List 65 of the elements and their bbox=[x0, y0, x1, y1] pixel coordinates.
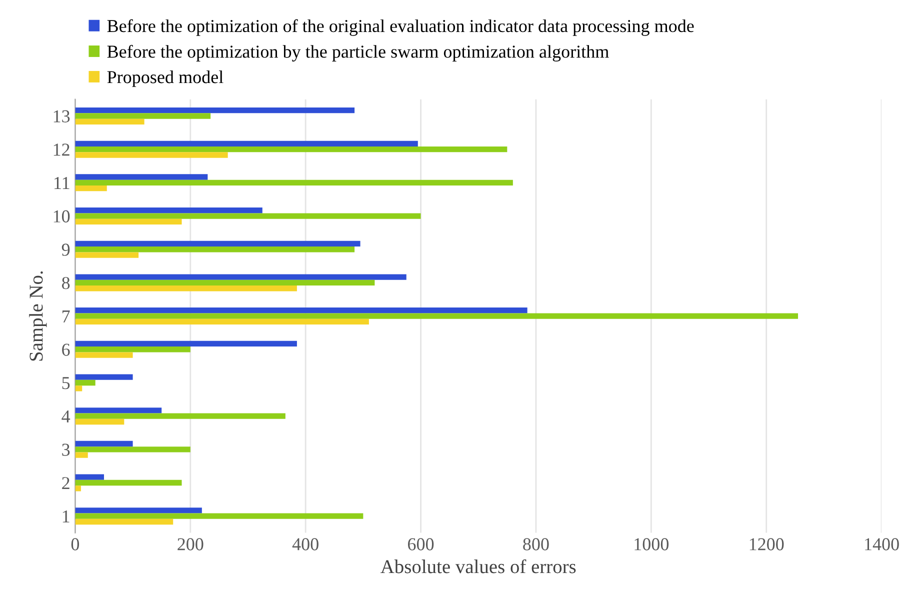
bar bbox=[75, 352, 133, 358]
bar bbox=[75, 252, 139, 258]
bar bbox=[75, 513, 364, 519]
y-axis-title: Sample No. bbox=[29, 271, 47, 361]
bar bbox=[75, 280, 375, 286]
x-tick-label: 400 bbox=[292, 538, 318, 550]
y-tick-label: 3 bbox=[62, 444, 70, 456]
bar bbox=[75, 446, 190, 452]
bar bbox=[75, 246, 355, 252]
bar bbox=[75, 218, 182, 225]
bar bbox=[75, 146, 508, 152]
y-tick-label: 12 bbox=[54, 144, 70, 156]
x-tick-label: 800 bbox=[523, 538, 549, 550]
bar bbox=[75, 380, 96, 386]
x-tick-label: 1200 bbox=[750, 538, 784, 550]
bar bbox=[75, 346, 190, 352]
x-tick-label: 1000 bbox=[634, 538, 669, 550]
bar bbox=[75, 286, 297, 292]
bar bbox=[75, 408, 162, 414]
y-tick-label: 11 bbox=[54, 177, 70, 189]
bar bbox=[75, 508, 202, 514]
bar bbox=[75, 240, 360, 247]
y-tick-label: 8 bbox=[62, 276, 70, 290]
y-tick-label: 6 bbox=[62, 344, 70, 356]
bar bbox=[75, 108, 355, 114]
bar bbox=[75, 113, 211, 119]
bar bbox=[75, 174, 208, 180]
y-tick-label: 7 bbox=[62, 310, 70, 322]
y-tick-label: 1 bbox=[62, 510, 70, 522]
y-tick-label: 5 bbox=[62, 377, 70, 390]
legend-label: Before the optimization of the original evaluation indicator data processing mode bbox=[107, 19, 694, 36]
bar bbox=[75, 413, 286, 419]
legend-label: Before the optimization by the particle swarm optimization algorithm bbox=[107, 44, 609, 62]
y-tick-label: 13 bbox=[54, 110, 70, 122]
bar bbox=[75, 152, 228, 158]
bar bbox=[75, 518, 174, 525]
bar bbox=[75, 140, 418, 147]
bar bbox=[75, 386, 82, 392]
bar bbox=[75, 474, 104, 480]
bar bbox=[75, 480, 182, 486]
x-axis-title: Absolute values of errors bbox=[380, 559, 576, 574]
bar bbox=[75, 374, 133, 380]
x-tick-label: 200 bbox=[178, 538, 204, 550]
bar bbox=[75, 208, 262, 214]
bar bbox=[75, 452, 88, 458]
x-tick-label: 600 bbox=[408, 538, 434, 550]
bar bbox=[75, 213, 421, 219]
bar bbox=[75, 274, 406, 280]
x-tick-label: 1400 bbox=[865, 538, 899, 550]
y-tick-label: 2 bbox=[62, 477, 70, 490]
bar bbox=[75, 340, 297, 347]
bar bbox=[75, 186, 107, 192]
bar bbox=[75, 180, 513, 186]
bar bbox=[75, 308, 528, 314]
bar bbox=[75, 418, 124, 425]
legend-label: Proposed model bbox=[107, 70, 224, 87]
bar bbox=[75, 313, 798, 319]
bar bbox=[75, 486, 81, 492]
bar bbox=[75, 318, 369, 325]
bar bbox=[75, 440, 133, 447]
bar bbox=[75, 118, 144, 125]
y-tick-label: 10 bbox=[54, 210, 70, 222]
y-tick-label: 9 bbox=[62, 244, 70, 256]
x-tick-label: 0 bbox=[71, 538, 80, 550]
y-tick-label: 4 bbox=[62, 410, 70, 422]
